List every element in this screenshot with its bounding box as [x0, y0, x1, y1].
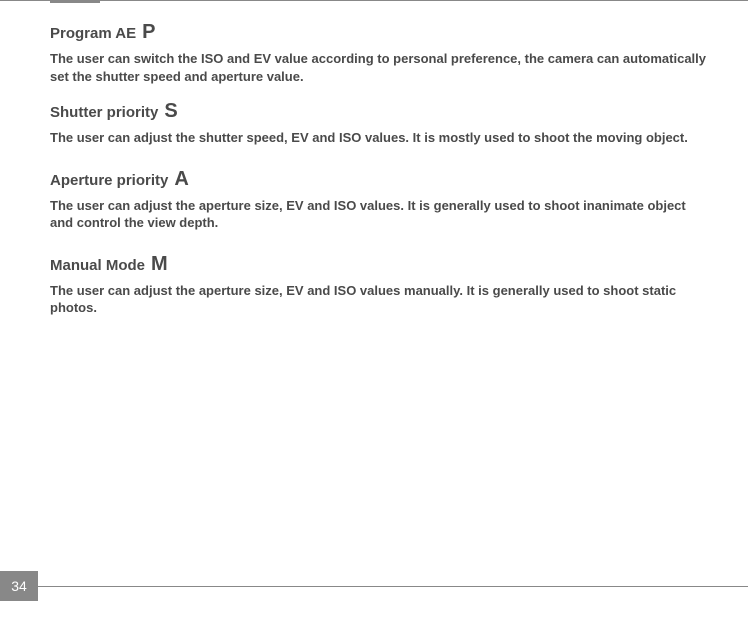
heading-text: Shutter priority	[50, 104, 158, 121]
mode-letter-icon: A	[174, 169, 188, 189]
section-shutter-priority: Shutter priority S The user can adjust t…	[50, 101, 708, 147]
heading-shutter-priority: Shutter priority S	[50, 101, 708, 121]
bottom-rule	[38, 586, 748, 587]
heading-program-ae: Program AE P	[50, 22, 708, 42]
section-program-ae: Program AE P The user can switch the ISO…	[50, 22, 708, 85]
heading-aperture-priority: Aperture priority A	[50, 169, 708, 189]
heading-manual-mode: Manual Mode M	[50, 254, 708, 274]
heading-text: Aperture priority	[50, 172, 168, 189]
page-content: Program AE P The user can switch the ISO…	[50, 22, 708, 333]
heading-text: Manual Mode	[50, 257, 145, 274]
mode-letter-icon: S	[164, 101, 177, 121]
section-manual-mode: Manual Mode M The user can adjust the ap…	[50, 254, 708, 317]
page-number: 34	[0, 571, 38, 601]
body-text: The user can adjust the shutter speed, E…	[50, 129, 708, 147]
top-border	[0, 0, 748, 1]
heading-text: Program AE	[50, 25, 136, 42]
mode-letter-icon: M	[151, 254, 168, 274]
body-text: The user can adjust the aperture size, E…	[50, 197, 708, 232]
section-aperture-priority: Aperture priority A The user can adjust …	[50, 169, 708, 232]
top-accent-bar	[50, 0, 100, 3]
mode-letter-icon: P	[142, 22, 155, 42]
body-text: The user can adjust the aperture size, E…	[50, 282, 708, 317]
body-text: The user can switch the ISO and EV value…	[50, 50, 708, 85]
